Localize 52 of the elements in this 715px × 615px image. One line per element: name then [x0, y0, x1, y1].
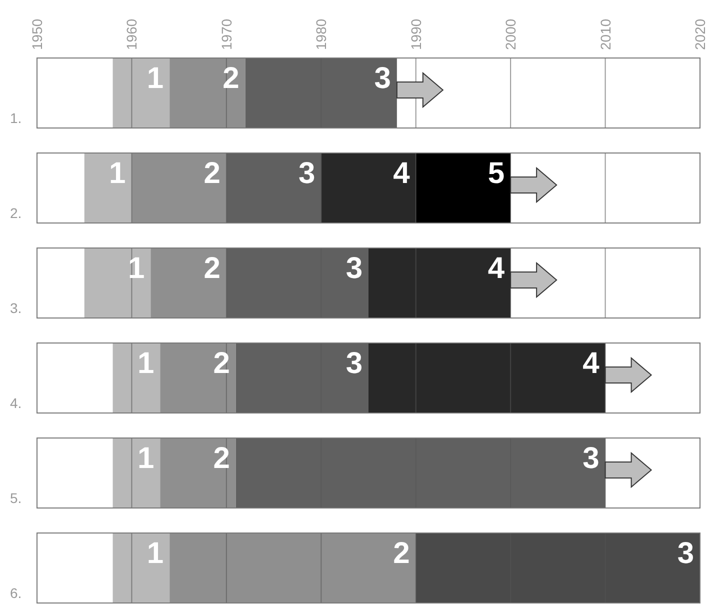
- annotation: 2: [213, 442, 230, 475]
- y-tick-label: 5.: [10, 490, 22, 506]
- annotation: 4: [393, 157, 410, 190]
- bar: [84, 248, 151, 318]
- y-tick-label: 4.: [10, 395, 22, 411]
- annotation: 4: [582, 347, 600, 380]
- y-tick-label: 6.: [10, 585, 22, 601]
- x-tick-label: 2020: [692, 18, 708, 50]
- bar: [170, 533, 416, 603]
- bar: [84, 153, 132, 223]
- y-tick-label: 3.: [10, 300, 22, 316]
- annotation: 4: [488, 252, 505, 285]
- annotation: 1: [137, 347, 154, 380]
- bar: [112, 438, 160, 508]
- bar: [321, 153, 416, 223]
- x-tick-label: 1970: [218, 18, 234, 50]
- y-tick-label: 2.: [10, 205, 22, 221]
- bar: [170, 58, 246, 128]
- y-tick-label: 1.: [10, 110, 22, 126]
- annotation: 3: [582, 442, 600, 475]
- annotation: 3: [298, 157, 316, 190]
- annotation: 2: [393, 537, 410, 570]
- x-tick-label: 1990: [408, 18, 424, 50]
- annotation: 1: [109, 157, 126, 190]
- annotation: 3: [374, 62, 391, 95]
- bar: [160, 343, 236, 413]
- x-tick-label: 2010: [597, 18, 614, 50]
- bar: [226, 153, 322, 223]
- annotation: 1: [146, 537, 164, 570]
- x-tick-label: 1980: [313, 18, 330, 50]
- annotation: 5: [488, 157, 505, 190]
- annotation: 1: [137, 442, 154, 475]
- bar: [132, 153, 226, 223]
- annotation: 2: [213, 347, 230, 380]
- annotation: 3: [346, 252, 362, 285]
- bar: [112, 533, 170, 603]
- bar: [236, 343, 368, 413]
- bar: [150, 248, 226, 318]
- annotation: 1: [146, 62, 164, 95]
- annotation: 2: [222, 62, 240, 95]
- annotation: 2: [204, 252, 220, 285]
- bar: [160, 438, 236, 508]
- bar: [112, 343, 160, 413]
- bar: [112, 58, 170, 128]
- annotation: 2: [204, 157, 220, 190]
- annotation: 3: [677, 537, 694, 570]
- bar: [226, 248, 368, 318]
- x-tick-label: 1950: [29, 18, 45, 50]
- bar: [416, 533, 700, 603]
- annotation: 3: [346, 347, 362, 380]
- x-tick-label: 1960: [124, 18, 140, 50]
- x-tick-label: 2000: [502, 18, 519, 50]
